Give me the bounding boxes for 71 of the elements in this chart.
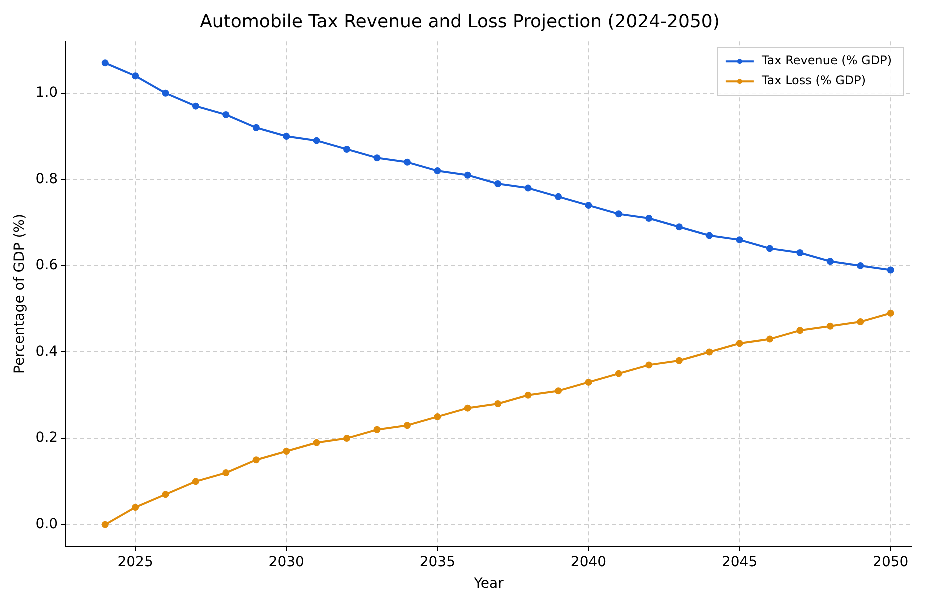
- point: [192, 102, 200, 110]
- point: [646, 362, 653, 369]
- point: [132, 72, 140, 80]
- point: [555, 193, 562, 200]
- x-tick-label: 2050: [873, 554, 909, 570]
- point: [132, 504, 140, 512]
- x-tick-label: 2030: [268, 554, 304, 570]
- point: [374, 426, 381, 434]
- point: [585, 202, 592, 210]
- point: [615, 210, 622, 218]
- point: [796, 327, 804, 334]
- point: [736, 340, 744, 348]
- point: [313, 439, 320, 446]
- point: [887, 310, 894, 317]
- y-tick-label: 0.6: [36, 258, 58, 274]
- point: [857, 318, 864, 326]
- point: [585, 378, 592, 386]
- point: [283, 448, 290, 455]
- point: [252, 456, 260, 464]
- point: [404, 158, 411, 166]
- point: [434, 168, 442, 175]
- point: [313, 137, 320, 144]
- point: [162, 491, 170, 498]
- point: [826, 258, 834, 266]
- x-tick-label: 2040: [570, 554, 607, 570]
- point: [222, 111, 230, 118]
- point: [524, 392, 532, 399]
- point: [192, 478, 200, 486]
- y-tick-label: 1.0: [36, 85, 58, 102]
- chart-title: Automobile Tax Revenue and Loss Projection (2024-2050): [200, 11, 720, 32]
- point: [646, 214, 653, 222]
- point: [102, 60, 109, 67]
- y-tick-label: 0.0: [36, 516, 58, 532]
- point: [796, 250, 804, 257]
- point: [706, 348, 714, 356]
- point: [555, 388, 562, 395]
- point: [857, 262, 864, 270]
- point: [222, 470, 230, 477]
- y-tick-label: 0.4: [36, 344, 58, 360]
- point: [766, 245, 774, 252]
- point: [102, 521, 109, 528]
- point: [374, 154, 381, 162]
- point: [283, 133, 290, 140]
- x-tick-label: 2035: [420, 554, 456, 570]
- point: [706, 232, 714, 240]
- point: [766, 336, 774, 343]
- point: [162, 90, 170, 97]
- point: [434, 413, 442, 420]
- legend-label: Tax Loss (% GDP): [760, 74, 866, 88]
- point: [676, 224, 683, 231]
- point: [826, 322, 834, 330]
- point: [464, 172, 472, 179]
- y-axis-title: Percentage of GDP (%): [12, 214, 28, 374]
- point: [524, 184, 532, 192]
- point: [494, 180, 502, 188]
- y-tick-label: 0.2: [36, 430, 58, 446]
- point: [344, 146, 351, 153]
- point: [464, 404, 472, 412]
- point: [252, 124, 260, 132]
- point: [615, 370, 622, 378]
- x-axis-title: Year: [473, 576, 504, 592]
- x-tick-label: 2025: [118, 554, 154, 570]
- point: [404, 422, 411, 430]
- legend-label: Tax Revenue (% GDP): [760, 54, 892, 68]
- x-tick-label: 2045: [722, 554, 758, 570]
- point: [736, 236, 744, 244]
- y-tick-label: 0.8: [36, 171, 58, 188]
- point: [676, 357, 683, 364]
- point: [344, 435, 351, 442]
- point: [494, 400, 502, 408]
- point: [887, 266, 894, 274]
